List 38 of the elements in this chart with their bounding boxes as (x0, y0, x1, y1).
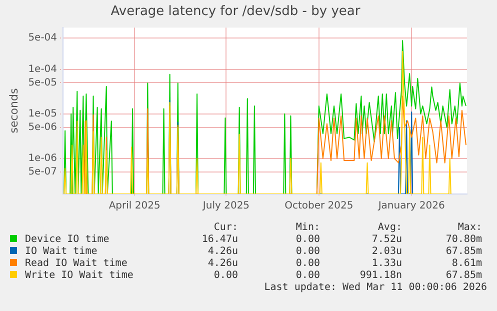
text: 67.85m (444, 246, 482, 258)
legend-label: Read IO Wait time (24, 258, 128, 270)
text: 1.33u (370, 258, 402, 270)
text: 991.18n (358, 270, 402, 282)
text: 0.00 (294, 246, 320, 258)
text: 0.00 (212, 270, 238, 282)
y-tick-label: 1e-04 (28, 64, 58, 75)
text: 4.26u (206, 246, 238, 258)
text: 8.61m (450, 258, 482, 270)
text: 7.52u (370, 234, 402, 246)
legend-label: Device IO time (24, 234, 110, 246)
x-tick-label: October 2025 (284, 200, 354, 212)
x-tick-label: January 2026 (377, 200, 445, 212)
y-tick-label: 5e-07 (28, 166, 58, 178)
text: 67.85m (444, 270, 482, 282)
text: Cur: (212, 222, 238, 234)
legend-label: IO Wait time (24, 246, 98, 258)
y-tick-label: 1e-06 (28, 153, 58, 164)
y-tick-label: 1e-05 (28, 108, 58, 120)
text: 0.00 (294, 258, 320, 270)
chart-title: Average latency for /dev/sdb - by year (110, 4, 361, 20)
text: Max: (456, 222, 482, 234)
y-tick-label: 5e-05 (28, 77, 58, 88)
y-tick-label: 5e-04 (28, 32, 58, 44)
text: Avg: (376, 222, 402, 234)
text: 70.80m (444, 234, 482, 246)
y-axis-title: seconds (7, 88, 20, 134)
text: 0.00 (294, 270, 320, 282)
text: 2.03u (370, 246, 402, 258)
text: 16.47u (200, 234, 238, 246)
text: 4.26u (206, 258, 238, 270)
legend-label: Write IO Wait time (24, 270, 134, 282)
x-tick-label: July 2025 (202, 200, 250, 212)
text: Last update: Wed Mar 11 00:00:06 2026 (264, 282, 487, 293)
text: 0.00 (294, 234, 320, 246)
y-tick-label: 5e-06 (28, 122, 58, 133)
x-tick-label: April 2025 (108, 200, 160, 212)
text: Min: (294, 222, 320, 234)
